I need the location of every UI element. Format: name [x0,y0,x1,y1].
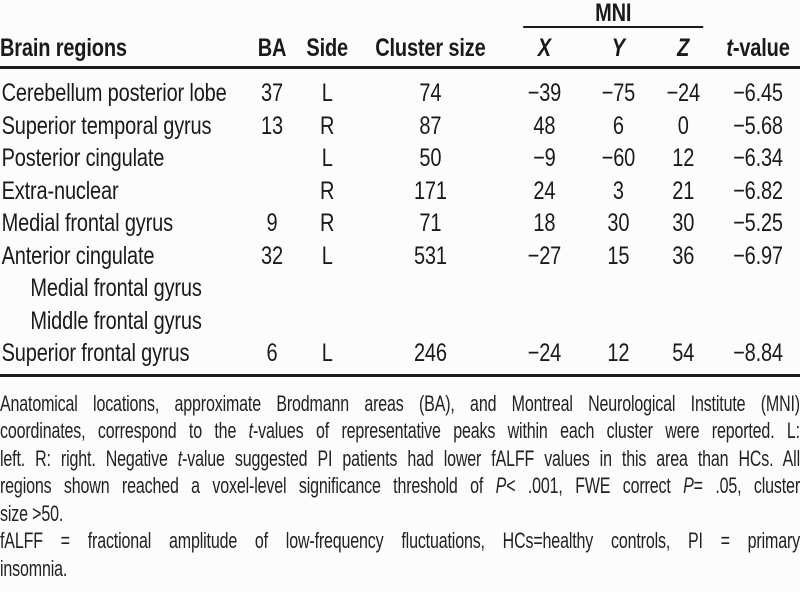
table-row: Posterior cingulate L 50 −9 −60 12 −6.34 [0,142,800,175]
cell-z: 12 [672,144,695,172]
cell-x: −27 [527,241,562,270]
mni-header-group: MNI [0,0,800,28]
cell-y: −75 [601,79,636,107]
cell-side: R [320,111,335,140]
cell-cluster-size: 531 [413,241,447,270]
footnote-line: insomnia. [0,556,68,582]
table-row: Extra-nuclear R 171 24 3 21 −6.82 [0,175,800,208]
table-row: Cerebellum posterior lobe 37 L 74 −39 −7… [0,77,800,110]
column-header-brain-regions: Brain regions [0,34,127,62]
column-header-t-value: t-value [726,34,790,62]
cell-x: −39 [527,79,562,107]
cell-cluster-size: 87 [419,111,442,140]
cell-region: Cerebellum posterior lobe [1,79,227,107]
cell-cluster-size: 50 [419,144,442,172]
footnote-line: left. R: right. Negative t-value suggest… [0,445,800,471]
cell-side: R [320,209,335,237]
column-header-x: X [537,34,551,62]
cell-ba: 13 [261,111,283,140]
footnote-line: Anatomical locations, approximate Brodma… [0,390,800,416]
cell-ba: 37 [261,79,283,107]
cell-side: L [321,144,333,172]
cell-region: Medial frontal gyrus [30,274,202,302]
cell-region: Posterior cingulate [1,144,165,172]
cell-cluster-size: 74 [419,79,442,107]
mni-rule [523,26,704,28]
cell-y: 30 [607,209,630,237]
table-row: Middle frontal gyrus [0,305,800,338]
cell-t-value: −8.84 [733,339,783,367]
table-row: Anterior cingulate 32 L 531 −27 15 36 −6… [0,240,800,273]
table-row: Superior frontal gyrus 6 L 246 −24 12 54… [0,337,800,370]
cell-x: 48 [533,111,556,140]
cell-z: 21 [672,176,695,205]
footnote-line: size >50. [0,500,64,526]
cell-region: Extra-nuclear [1,176,119,205]
cell-region: Middle frontal gyrus [30,306,202,335]
column-header-y: Y [611,34,625,62]
cell-z: 30 [672,209,695,237]
mni-column-group-label: MNI [595,0,632,27]
header-rule [0,66,800,69]
cell-z: −24 [666,79,700,107]
cell-x: 18 [533,209,556,237]
table-row: Medial frontal gyrus [0,272,800,305]
cell-y: 12 [607,339,630,367]
cell-ba: 9 [266,209,278,237]
cell-t-value: −6.97 [733,241,783,270]
cell-side: L [321,241,333,270]
column-header-cluster-size: Cluster size [375,34,486,62]
cell-ba: 32 [261,241,283,270]
cell-x: −9 [533,144,556,172]
cell-x: −24 [527,339,562,367]
cell-cluster-size: 171 [413,176,447,205]
cell-side: R [320,176,335,205]
column-header-z: Z [677,34,690,62]
column-header-ba: BA [257,34,287,62]
cell-t-value: −5.25 [733,209,783,237]
cell-t-value: −5.68 [733,111,783,140]
cell-region: Superior frontal gyrus [1,339,190,367]
table-row: Superior temporal gyrus 13 R 87 48 6 0 −… [0,110,800,143]
cell-y: 15 [607,241,630,270]
footnote-line: fALFF = fractional amplitude of low-freq… [0,528,800,554]
cell-side: L [321,339,333,367]
table-body: Cerebellum posterior lobe 37 L 74 −39 −7… [0,69,800,370]
cell-region: Anterior cingulate [1,241,155,270]
cell-z: 54 [672,339,695,367]
column-header-side: Side [306,34,348,62]
table-row: Medial frontal gyrus 9 R 71 18 30 30 −5.… [0,207,800,240]
cell-z: 0 [677,111,689,140]
footnote-line: regions shown reached a voxel-level sign… [0,473,800,499]
cell-cluster-size: 71 [419,209,442,237]
results-table: MNI Brain regions BA Side Cluster size X… [0,0,800,377]
cell-y: 6 [612,111,624,140]
bottom-rule [0,373,800,377]
cell-y: −60 [601,144,636,172]
table-footnote: Anatomical locations, approximate Brodma… [0,390,800,583]
cell-region: Medial frontal gyrus [1,209,173,237]
cell-cluster-size: 246 [413,339,447,367]
cell-y: 3 [612,176,624,205]
cell-x: 24 [533,176,556,205]
cell-region: Superior temporal gyrus [1,111,212,140]
cell-t-value: −6.34 [733,144,783,172]
cell-z: 36 [672,241,695,270]
table-header-row: Brain regions BA Side Cluster size X Y Z… [0,26,800,66]
cell-ba: 6 [266,339,278,367]
cell-side: L [321,79,333,107]
footnote-line: coordinates, correspond to the t-values … [0,418,800,444]
cell-t-value: −6.82 [733,176,783,205]
cell-t-value: −6.45 [733,79,783,107]
